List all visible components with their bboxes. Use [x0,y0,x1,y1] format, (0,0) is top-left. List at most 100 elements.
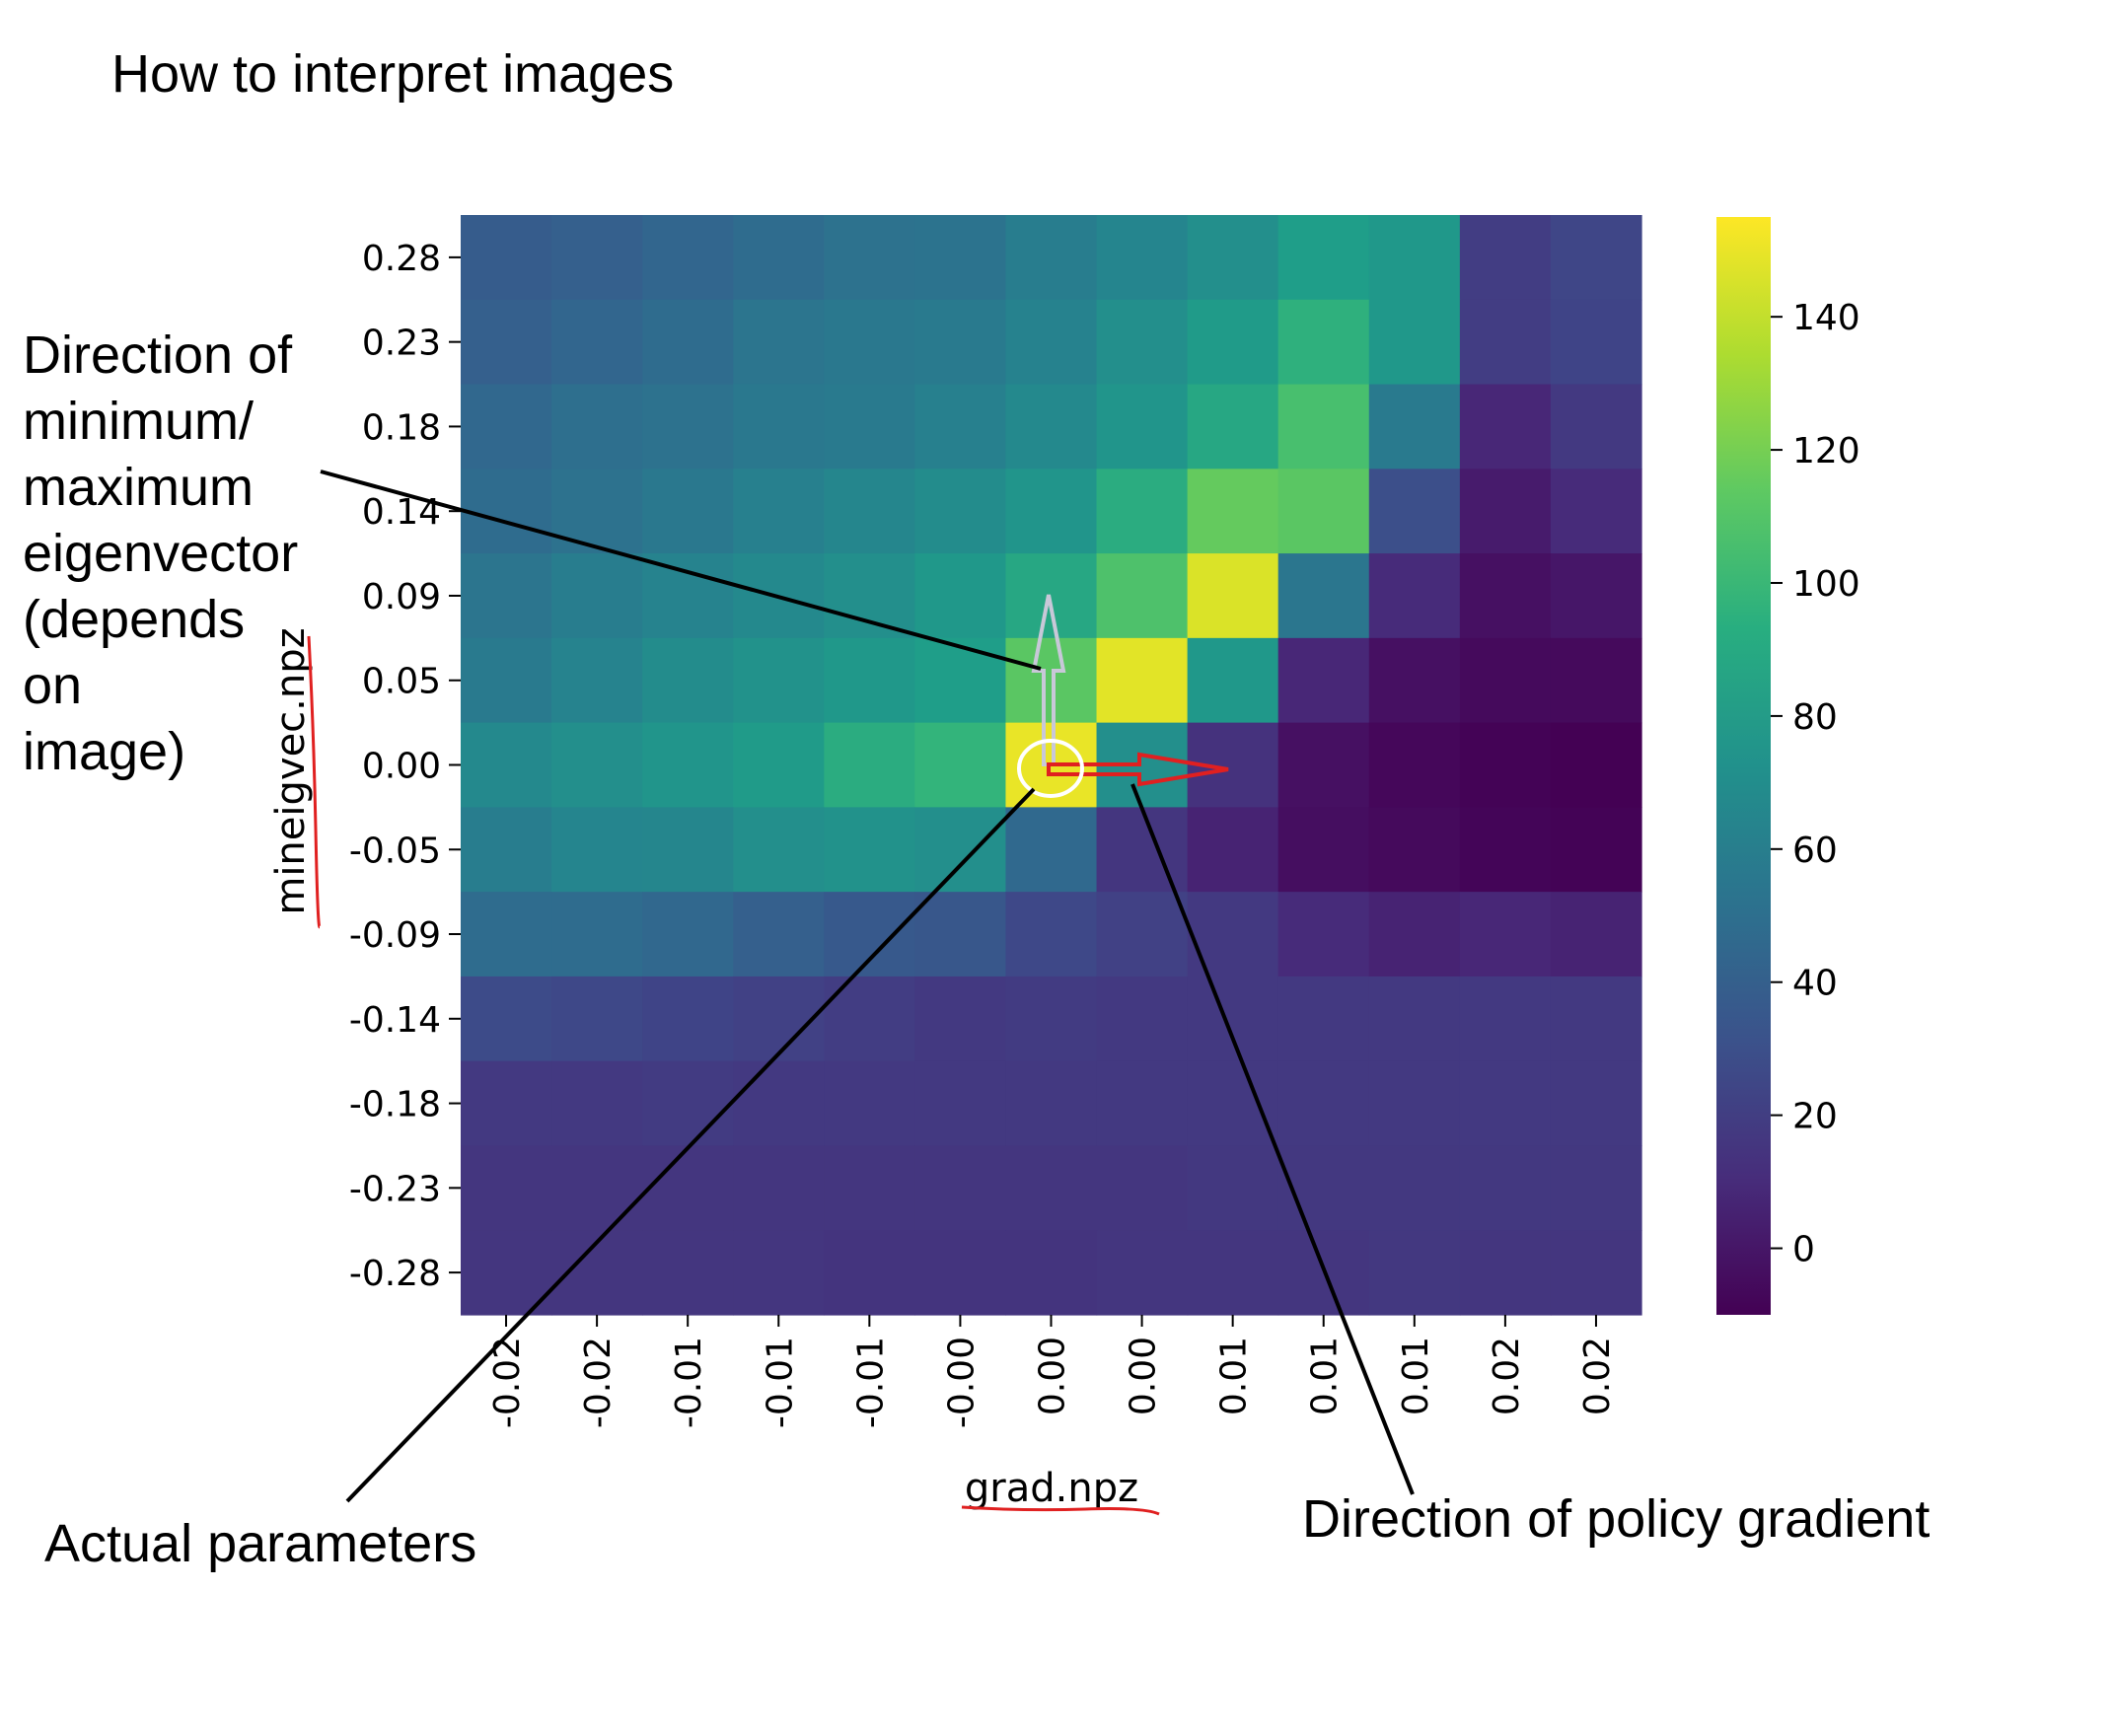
heatmap-cell [1550,892,1642,977]
gradient-arrow [1047,752,1229,787]
x-tick-label: -0.02 [487,1337,528,1428]
heatmap-cell [1096,892,1189,977]
heatmap-cell [824,384,915,470]
heatmap-cell [1277,469,1370,554]
heatmap-cell [1550,637,1642,724]
heatmap-cell [1550,1230,1642,1316]
heatmap-cell [1187,384,1279,470]
gradient-leader-line [1130,783,1415,1495]
heatmap-cell [1459,892,1552,977]
y-tick-label: 0.18 [362,407,441,448]
x-tick-label: 0.00 [1033,1337,1073,1415]
colorbar-tick-label: 120 [1792,431,1860,471]
heatmap-cell [1096,807,1189,893]
x-tick-label: 0.01 [1396,1337,1436,1415]
x-tick-label: -0.02 [578,1337,619,1428]
heatmap-cell [461,299,552,386]
x-tick-label: 0.02 [1487,1337,1527,1415]
y-tick-label: 0.00 [362,747,441,787]
heatmap-cell [914,976,1007,1062]
heatmap-cell [733,1145,825,1231]
y-tick-label: -0.28 [349,1254,441,1294]
x-tick-label: 0.01 [1214,1337,1255,1415]
heatmap-cell [642,299,734,386]
heatmap-cell [1368,1230,1461,1316]
heatmap-cell [824,299,915,386]
heatmap-cell [1459,1230,1552,1316]
heatmap-cell [914,807,1007,893]
heatmap-cell [1550,1060,1642,1147]
heatmap-cell [1187,892,1279,977]
heatmap-cell [461,215,552,301]
eigenvector-annotation-line-5: (depends [23,590,245,649]
heatmap-cell [1187,1145,1279,1231]
colorbar-tick-label: 80 [1792,697,1838,738]
heatmap-cell [914,1145,1007,1231]
heatmap-cell [914,1230,1007,1316]
heatmap-cell [642,384,734,470]
heatmap-cell [824,892,915,977]
heatmap-cell [1459,469,1552,554]
heatmap-cell [642,807,734,893]
heatmap-cell [1096,976,1189,1062]
eigenvector-annotation-line-1: Direction of [23,326,293,385]
heatmap-cell [1005,1060,1098,1147]
heatmap-cell [551,553,643,639]
heatmap-cell [1550,215,1642,301]
heatmap-cell [1005,892,1098,977]
heatmap-cell [1277,807,1370,893]
y-label-underline [307,635,322,929]
heatmap-cell [824,1145,915,1231]
eigenvector-annotation-line-2: minimum/ [23,392,254,451]
heatmap-cell [1368,1060,1461,1147]
heatmap-cell [914,722,1007,808]
colorbar-tick-label: 140 [1792,298,1860,338]
heatmap-cell [824,553,915,639]
heatmap-cell [461,637,552,724]
heatmap-cell [1005,637,1098,724]
x-tick-label: -0.01 [850,1337,891,1428]
eigenvector-annotation-line-3: maximum [23,458,254,517]
heatmap-cell [1459,215,1552,301]
page-title: How to interpret images [111,44,674,104]
x-tick-label: 0.02 [1577,1337,1618,1415]
actual-parameters-annotation: Actual parameters [44,1514,476,1573]
policy-gradient-annotation: Direction of policy gradient [1302,1489,1930,1549]
heatmap-cell [461,384,552,470]
heatmap-cell [1005,553,1098,639]
heatmap-cell [1005,299,1098,386]
heatmap-cell [824,976,915,1062]
heatmap-cell [733,299,825,386]
heatmap-cell [642,215,734,301]
heatmap-cell [1368,807,1461,893]
x-tick-label: -0.01 [760,1337,800,1428]
heatmap-cell [461,1145,552,1231]
heatmap-cell [551,807,643,893]
x-tick-label: 0.00 [1124,1337,1164,1415]
heatmap-cell [461,807,552,893]
heatmap-cell [1096,215,1189,301]
heatmap-cell [914,469,1007,554]
heatmap-cell [461,1060,552,1147]
colorbar-tick-label: 40 [1792,964,1838,1004]
heatmap-cell [1550,384,1642,470]
heatmap-cell [1187,469,1279,554]
eigenvector-annotation: Direction of minimum/ maximum eigenvecto… [23,326,298,781]
y-axis-label: mineigvec.npz [268,627,314,914]
heatmap-cell [461,722,552,808]
heatmap-cell [461,892,552,977]
heatmap-cell [461,469,552,554]
heatmap-cell [1277,299,1370,386]
heatmap-cell [1187,215,1279,301]
heatmap-cell [733,1060,825,1147]
heatmap-cell [1187,299,1279,386]
heatmap-cell [733,215,825,301]
colorbar-ticks: 0 20 40 60 80 100 120 140 [1771,298,1860,1270]
y-tick-label: 0.23 [362,324,441,364]
heatmap-cell [733,1230,825,1316]
x-axis-ticks: -0.02 -0.02 -0.01 -0.01 -0.01 -0.00 0.00 0.00 0.… [487,1315,1618,1428]
heatmap-cell [1005,1230,1098,1316]
heatmap-cell [1277,892,1370,977]
heatmap-cell [914,553,1007,639]
heatmap-cell [461,553,552,639]
